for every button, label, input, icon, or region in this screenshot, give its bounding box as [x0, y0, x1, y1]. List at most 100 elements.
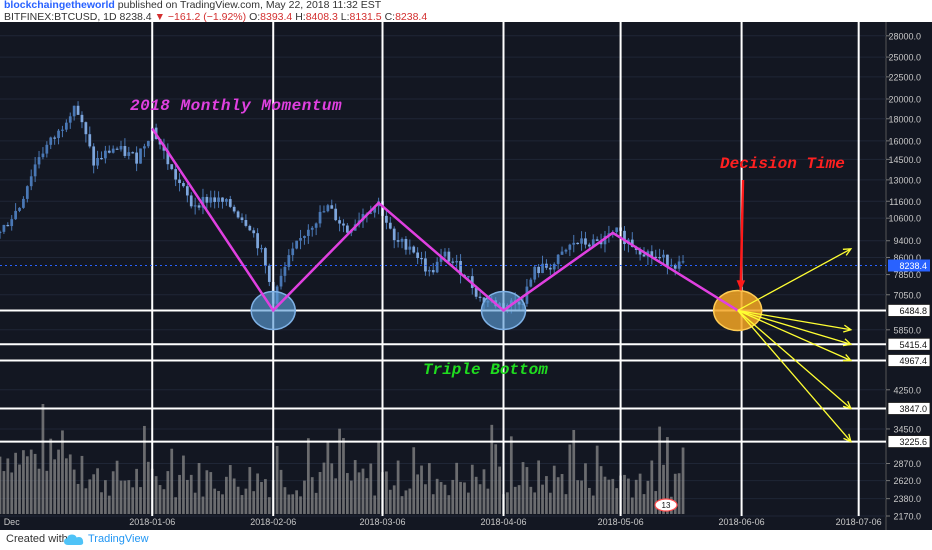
volume-bar — [260, 481, 263, 514]
volume-bar — [115, 460, 119, 514]
volume-bar — [197, 462, 201, 514]
plot-area[interactable] — [0, 22, 886, 516]
volume-bar — [529, 486, 533, 514]
candle-body — [424, 258, 427, 272]
volume-bar — [326, 441, 330, 514]
candle-body — [92, 146, 96, 166]
level-badge-label: 3847.0 — [899, 404, 927, 414]
volume-bar — [361, 468, 365, 514]
level-badge-label: 6484.8 — [899, 306, 927, 316]
candle-body — [568, 244, 572, 250]
price-tick-label: 16000.0 — [888, 136, 921, 146]
volume-bar — [607, 479, 611, 514]
price-tick-label: 2170.0 — [893, 512, 921, 522]
volume-bar — [256, 473, 259, 514]
candle-body — [170, 164, 174, 170]
volume-bar — [658, 426, 661, 514]
candle-body — [217, 197, 220, 202]
volume-bar — [396, 460, 400, 514]
candle-body — [88, 134, 92, 147]
volume-bar — [537, 460, 540, 514]
candle-body — [666, 254, 669, 267]
price-tick-label: 18000.0 — [888, 114, 921, 124]
volume-bar — [560, 474, 564, 514]
volume-bar — [68, 454, 72, 514]
volume-bar — [213, 488, 217, 514]
volume-bar — [615, 488, 619, 514]
volume-bar — [318, 472, 322, 514]
momentum-line — [151, 127, 739, 313]
candle-body — [334, 208, 338, 221]
volume-bar — [154, 476, 158, 514]
arrow-head — [843, 433, 852, 443]
volume-bar — [162, 489, 166, 514]
price-tick-label: 2380.0 — [893, 494, 921, 504]
candle-body — [185, 186, 189, 196]
level-badge-label: 5415.4 — [899, 340, 927, 350]
candle-body — [291, 248, 295, 256]
volume-bar — [18, 464, 21, 514]
candle-body — [100, 157, 103, 160]
candle-body — [104, 150, 107, 159]
volume-bar — [111, 471, 115, 514]
tradingview-brand[interactable]: TradingView — [88, 533, 149, 545]
candle-body — [420, 258, 423, 260]
candle-body — [439, 256, 443, 262]
time-tick-label: 2018-02-06 — [250, 517, 296, 527]
volume-bar — [427, 463, 431, 514]
price-tick-label: 11600.0 — [889, 197, 921, 207]
candle-body — [541, 263, 544, 274]
author-link[interactable]: blockchaingetheworld — [4, 0, 115, 11]
decision-arrow-head — [736, 280, 746, 291]
price-chart[interactable]: 28000.0 25000.0 22500.0 20000.0 18000.0 16000… — [0, 22, 932, 530]
candle-body — [174, 169, 178, 180]
price-change: −161.2 (−1.92%) — [167, 11, 247, 23]
volume-bar — [53, 459, 57, 514]
candle-body — [638, 249, 642, 255]
volume-bar — [595, 445, 599, 514]
time-tick-label: Dec — [4, 517, 21, 527]
candle-body — [404, 238, 408, 250]
volume-bar — [6, 458, 10, 514]
candle-body — [673, 264, 677, 269]
candle-body — [650, 251, 654, 257]
volume-bar — [677, 473, 681, 514]
volume-bar — [506, 492, 509, 514]
volume-bar — [349, 480, 353, 514]
candle-body — [232, 206, 236, 212]
close-value: 8238.4 — [395, 11, 428, 23]
candle-body — [205, 196, 209, 203]
price-tick-label: 22500.0 — [888, 72, 921, 82]
candle-body — [416, 252, 419, 259]
volume-bar — [517, 485, 521, 514]
volume-bar — [303, 480, 306, 514]
candle-body — [338, 220, 341, 224]
volume-bar — [392, 485, 396, 514]
level-badge — [887, 354, 931, 367]
published-text: published on TradingView.com, May 22, 20… — [117, 0, 382, 11]
candle-body — [474, 288, 478, 297]
candle-body — [29, 176, 33, 187]
volume-bar — [100, 492, 103, 514]
candle-body — [478, 296, 482, 298]
candle-body — [396, 240, 400, 242]
volume-bar — [420, 465, 423, 514]
volume-bar — [377, 441, 380, 514]
volume-bar — [182, 455, 185, 514]
volume-bar — [646, 480, 650, 514]
volume-bar — [174, 497, 178, 514]
price-tick-label: 7050.0 — [893, 290, 921, 300]
volume-bar — [365, 478, 369, 514]
decision-annotation: Decision Time — [720, 155, 845, 173]
candle-body — [306, 229, 310, 236]
volume-bar — [439, 482, 443, 514]
candle-body — [572, 242, 576, 245]
symbol-label[interactable]: BITFINEX:BTCUSD, 1D — [4, 11, 117, 23]
price-tick-label: 13000.0 — [888, 175, 921, 185]
volume-bar — [310, 477, 314, 514]
candle-body — [595, 239, 599, 241]
candle-body — [299, 238, 302, 241]
volume-bar — [369, 463, 373, 514]
time-tick-label: 2018-05-06 — [598, 517, 644, 527]
candle-body — [451, 261, 455, 263]
